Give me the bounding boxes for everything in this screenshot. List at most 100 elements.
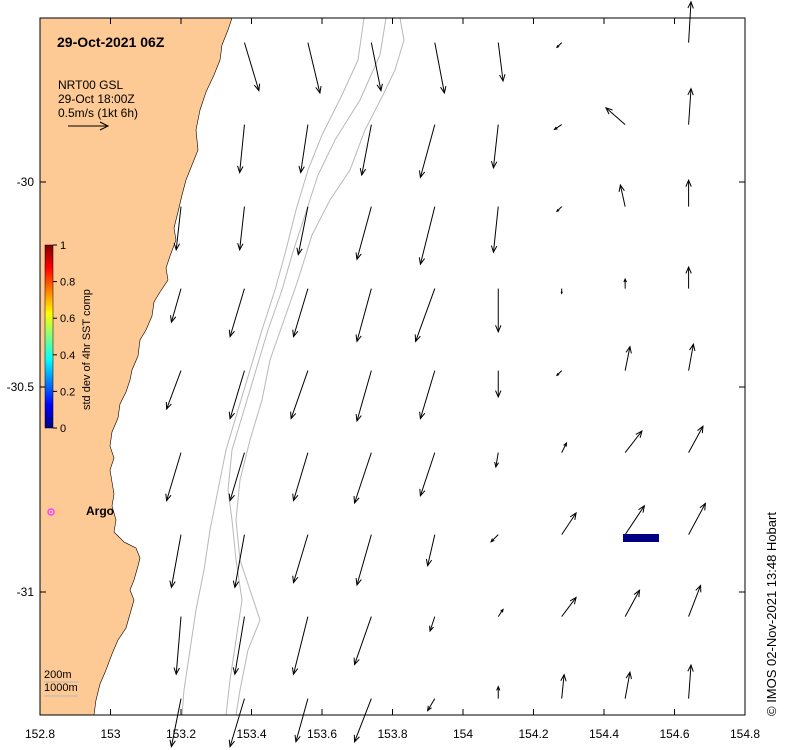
current-vector-arrow: [232, 534, 245, 589]
legend-scale: 0.5m/s (1kt 6h): [58, 106, 138, 120]
current-vector-arrow: [359, 124, 372, 177]
x-tick-label: 153.8: [377, 727, 407, 741]
colorbar-label: std dev of 4hr SST comp: [81, 289, 93, 410]
current-vector-field: [165, 0, 707, 748]
current-vector-arrow: [687, 663, 694, 699]
current-vector-arrow: [169, 534, 182, 589]
current-vector-arrow: [165, 452, 182, 502]
current-vector-arrow: [173, 206, 182, 252]
current-vector-arrow: [624, 429, 643, 453]
current-vector-arrow: [291, 616, 309, 676]
current-vector-arrow: [490, 534, 499, 543]
current-vector-arrow: [292, 288, 309, 338]
current-vector-arrow: [685, 265, 692, 289]
colorbar-tick-label: 0: [60, 423, 66, 435]
current-vector-arrow: [687, 87, 694, 125]
current-vector-arrow: [419, 452, 436, 498]
current-vector-arrow: [228, 698, 245, 748]
current-vector-arrow: [296, 206, 309, 256]
x-axis: 152.8 153 153.2 153.4 153.6 153.8 154 154.2 154.…: [25, 18, 760, 741]
current-vector-arrow: [228, 452, 245, 502]
colorbar-tick-label: 1: [60, 240, 66, 252]
colorbar-tick-label: 0.8: [60, 277, 75, 289]
current-vector-arrow: [561, 441, 568, 453]
current-vector-arrow: [497, 42, 506, 83]
current-vector-arrow: [418, 206, 436, 266]
current-vector-arrow: [370, 42, 383, 92]
current-vector-arrow: [604, 106, 626, 125]
isobath-label-1000m: 1000m: [44, 682, 78, 694]
current-vector-arrow: [561, 511, 577, 535]
argo-float-marker: [47, 508, 55, 516]
current-vector-arrow: [429, 616, 436, 633]
isobath-200m-contour: [225, 18, 387, 715]
current-vector-arrow: [353, 452, 372, 505]
current-vector-arrow: [290, 370, 309, 420]
colorbar-tick-label: 0.2: [60, 386, 75, 398]
x-tick-label: 153: [100, 727, 120, 741]
current-vector-arrow: [561, 596, 577, 617]
legend-time: 29-Oct 18:00Z: [58, 92, 135, 106]
x-tick-label: 154.4: [589, 727, 619, 741]
current-vector-arrow: [355, 370, 372, 423]
isobath-label-200m: 200m: [44, 669, 72, 681]
current-vector-arrow: [292, 452, 309, 502]
colorbar-ticks: 1 0.8 0.6 0.4 0.2 0: [53, 240, 75, 435]
current-vector-arrow: [307, 42, 322, 95]
x-tick-label: 154.8: [730, 727, 760, 741]
current-vector-arrow: [434, 42, 447, 95]
x-tick-label: 152.8: [25, 727, 55, 741]
current-vector-arrow: [618, 183, 626, 207]
current-vector-arrow: [687, 0, 694, 43]
current-vector-arrow: [228, 288, 245, 338]
legend-product: NRT00 GSL: [58, 78, 123, 92]
current-vector-arrow: [237, 206, 245, 252]
current-vector-arrow: [353, 698, 372, 743]
current-vector-arrow: [688, 584, 702, 617]
current-vector-arrow: [560, 288, 563, 295]
current-vector-arrow: [490, 124, 499, 170]
current-vector-arrow: [298, 124, 309, 174]
current-vector-arrow: [355, 288, 372, 343]
current-vector-arrow: [419, 370, 436, 420]
current-vector-arrow: [496, 685, 501, 699]
scale-arrow-icon: [68, 121, 110, 131]
current-vector-arrow: [555, 206, 563, 213]
current-vector-arrow: [685, 178, 692, 207]
current-vector-arrow: [353, 616, 372, 666]
current-vector-arrow: [228, 370, 245, 420]
current-vector-arrow: [495, 288, 502, 334]
current-vector-arrow: [169, 698, 182, 748]
isobath-1000m-contour: [235, 18, 405, 715]
y-axis: -30 -30.5 -31: [7, 175, 745, 599]
colorbar-tick-label: 0.6: [60, 313, 75, 325]
current-vector-arrow: [495, 370, 502, 399]
current-vector-arrow: [355, 206, 372, 261]
current-vector-arrow: [494, 452, 500, 469]
current-vector-arrow: [355, 534, 372, 587]
current-vector-arrow: [232, 616, 245, 676]
current-vector-arrow: [243, 42, 261, 92]
current-vector-arrow: [688, 342, 696, 371]
x-tick-label: 154: [453, 727, 473, 741]
current-vector-arrow: [237, 124, 245, 174]
colorbar: [44, 244, 54, 429]
current-vector-arrow: [165, 370, 182, 411]
current-vector-arrow: [292, 534, 309, 584]
current-vector-arrow: [497, 608, 504, 617]
current-vector-arrow: [624, 670, 632, 699]
current-vector-arrow: [624, 345, 632, 371]
x-tick-label: 154.6: [659, 727, 689, 741]
current-vector-arrow: [294, 698, 309, 744]
current-vector-arrow: [623, 277, 627, 289]
x-tick-label: 153.2: [166, 727, 196, 741]
isobath-shelf-contour: [181, 18, 365, 715]
current-vector-arrow: [173, 616, 182, 676]
current-vector-arrow: [624, 589, 641, 617]
x-tick-label: 154.2: [518, 727, 548, 741]
land-mass: [40, 18, 233, 715]
scale-bar-marker: [623, 534, 659, 542]
y-tick-label: -30: [17, 175, 35, 189]
current-vector-arrow: [418, 124, 436, 179]
